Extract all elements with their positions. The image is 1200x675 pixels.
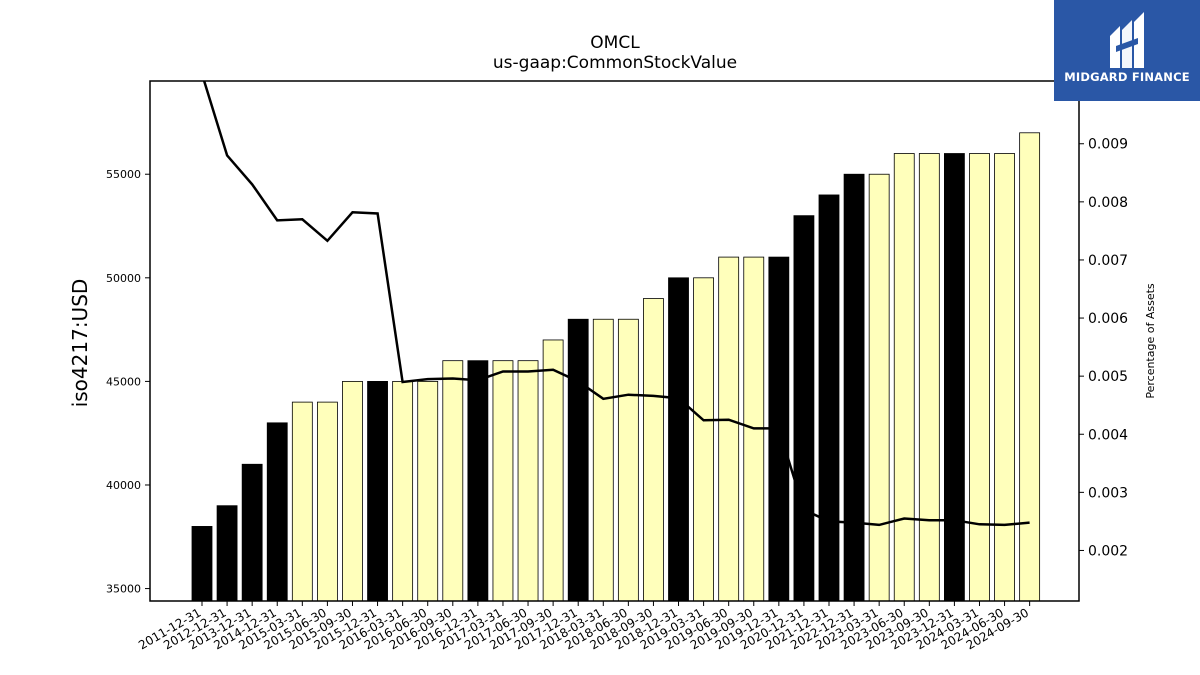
y-tick-label: 45000 [106, 375, 141, 388]
logo-mark-icon [1102, 8, 1152, 70]
y2-tick-label: 0.004 [1088, 427, 1128, 443]
bar-2019-06-30 [719, 257, 739, 601]
bar-2012-12-31 [217, 506, 237, 601]
bar-2016-06-30 [418, 381, 438, 601]
y2-tick-label: 0.002 [1088, 543, 1128, 559]
bar-2017-09-30 [543, 340, 563, 601]
bar-2018-12-31 [669, 278, 689, 601]
y-axis-label: iso4217:USD [68, 279, 92, 408]
bar-2023-09-30 [919, 154, 939, 601]
bar-2023-03-31 [869, 174, 889, 601]
bar-2021-12-31 [819, 195, 839, 601]
bar-2016-09-30 [443, 361, 463, 601]
y2-tick-label: 0.006 [1088, 311, 1128, 327]
bar-2011-12-31 [192, 526, 212, 601]
bar-2016-12-31 [468, 361, 488, 601]
bar-2013-12-31 [242, 464, 262, 601]
y2-tick-label: 0.008 [1088, 195, 1128, 211]
bar-2019-03-31 [694, 278, 714, 601]
bar-2014-12-31 [267, 423, 287, 601]
chart-title: OMCL [590, 33, 640, 53]
bar-2018-06-30 [618, 319, 638, 601]
midgard-finance-logo: MIDGARD FINANCE [1054, 0, 1200, 101]
bar-2022-12-31 [844, 174, 864, 601]
y2-tick-label: 0.003 [1088, 485, 1128, 501]
bar-2024-03-31 [969, 154, 989, 601]
bar-2018-03-31 [593, 319, 613, 601]
chart-subtitle: us-gaap:CommonStockValue [493, 53, 737, 73]
bar-2024-09-30 [1020, 133, 1040, 601]
y2-tick-label: 0.007 [1088, 253, 1128, 269]
bar-2017-03-31 [493, 361, 513, 601]
logo-text: MIDGARD FINANCE [1054, 70, 1200, 84]
y-tick-label: 50000 [106, 272, 141, 285]
y-tick-label: 55000 [106, 168, 141, 181]
bar-2017-06-30 [518, 361, 538, 601]
chart: OMCL us-gaap:CommonStockValue 35000 40000… [0, 0, 1200, 675]
bars [192, 133, 1040, 601]
bar-2015-03-31 [292, 402, 312, 601]
y2-tick-label: 0.009 [1088, 137, 1128, 153]
bar-2015-06-30 [317, 402, 337, 601]
bar-2015-12-31 [368, 381, 388, 601]
bar-2016-03-31 [393, 381, 413, 601]
y2-axis: 0.002 0.003 0.004 0.005 0.006 0.007 0.008 0.009 [1079, 137, 1128, 560]
bar-2017-12-31 [568, 319, 588, 601]
y2-tick-label: 0.005 [1088, 369, 1128, 385]
bar-2023-12-31 [944, 154, 964, 601]
bar-2015-09-30 [342, 381, 362, 601]
bar-2018-09-30 [643, 299, 663, 601]
y-tick-label: 40000 [106, 479, 141, 492]
y2-axis-label: Percentage of Assets [1144, 283, 1157, 399]
y-axis: 35000 40000 45000 50000 55000 [106, 168, 150, 595]
bar-2024-06-30 [995, 154, 1015, 601]
y-tick-label: 35000 [106, 583, 141, 596]
bar-2020-12-31 [794, 216, 814, 601]
bar-2023-06-30 [894, 154, 914, 601]
x-axis: 2011-12-312012-12-312013-12-312014-12-31… [136, 601, 1031, 652]
